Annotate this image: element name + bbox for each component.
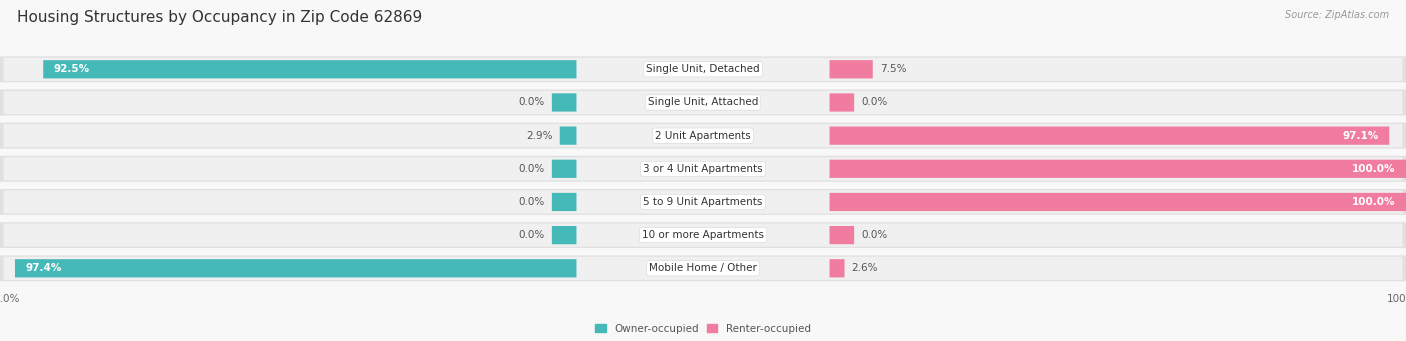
FancyBboxPatch shape <box>3 124 1403 147</box>
FancyBboxPatch shape <box>15 259 576 278</box>
FancyBboxPatch shape <box>0 123 1406 149</box>
Text: Source: ZipAtlas.com: Source: ZipAtlas.com <box>1285 10 1389 20</box>
FancyBboxPatch shape <box>830 93 855 112</box>
FancyBboxPatch shape <box>551 93 576 112</box>
FancyBboxPatch shape <box>830 193 1406 211</box>
FancyBboxPatch shape <box>3 91 1403 114</box>
FancyBboxPatch shape <box>3 190 1403 213</box>
Text: 3 or 4 Unit Apartments: 3 or 4 Unit Apartments <box>643 164 763 174</box>
Text: Mobile Home / Other: Mobile Home / Other <box>650 263 756 273</box>
FancyBboxPatch shape <box>830 160 1406 178</box>
FancyBboxPatch shape <box>0 255 1406 281</box>
FancyBboxPatch shape <box>3 58 1403 81</box>
FancyBboxPatch shape <box>3 223 1403 247</box>
FancyBboxPatch shape <box>0 90 1406 115</box>
FancyBboxPatch shape <box>0 189 1406 215</box>
Text: 0.0%: 0.0% <box>519 164 546 174</box>
Text: 92.5%: 92.5% <box>53 64 90 74</box>
Text: 97.4%: 97.4% <box>25 263 62 273</box>
Text: 7.5%: 7.5% <box>880 64 907 74</box>
FancyBboxPatch shape <box>44 60 576 78</box>
FancyBboxPatch shape <box>830 259 845 278</box>
FancyBboxPatch shape <box>560 127 576 145</box>
Text: 0.0%: 0.0% <box>519 98 546 107</box>
FancyBboxPatch shape <box>551 160 576 178</box>
Text: Housing Structures by Occupancy in Zip Code 62869: Housing Structures by Occupancy in Zip C… <box>17 10 422 25</box>
Text: 100.0%: 100.0% <box>1353 197 1395 207</box>
Text: Single Unit, Detached: Single Unit, Detached <box>647 64 759 74</box>
FancyBboxPatch shape <box>830 127 1389 145</box>
Text: 0.0%: 0.0% <box>860 98 887 107</box>
FancyBboxPatch shape <box>830 60 873 78</box>
Text: 0.0%: 0.0% <box>860 230 887 240</box>
FancyBboxPatch shape <box>0 56 1406 82</box>
Text: 2.6%: 2.6% <box>852 263 879 273</box>
Text: 97.1%: 97.1% <box>1343 131 1379 140</box>
FancyBboxPatch shape <box>0 222 1406 248</box>
FancyBboxPatch shape <box>551 193 576 211</box>
Text: Single Unit, Attached: Single Unit, Attached <box>648 98 758 107</box>
Text: 5 to 9 Unit Apartments: 5 to 9 Unit Apartments <box>644 197 762 207</box>
FancyBboxPatch shape <box>0 156 1406 182</box>
Text: 2 Unit Apartments: 2 Unit Apartments <box>655 131 751 140</box>
Text: 10 or more Apartments: 10 or more Apartments <box>643 230 763 240</box>
Text: 0.0%: 0.0% <box>519 230 546 240</box>
FancyBboxPatch shape <box>3 157 1403 180</box>
FancyBboxPatch shape <box>551 226 576 244</box>
FancyBboxPatch shape <box>3 257 1403 280</box>
Text: 0.0%: 0.0% <box>519 197 546 207</box>
Text: 2.9%: 2.9% <box>526 131 553 140</box>
Text: 100.0%: 100.0% <box>1353 164 1395 174</box>
Legend: Owner-occupied, Renter-occupied: Owner-occupied, Renter-occupied <box>591 320 815 338</box>
FancyBboxPatch shape <box>830 226 855 244</box>
